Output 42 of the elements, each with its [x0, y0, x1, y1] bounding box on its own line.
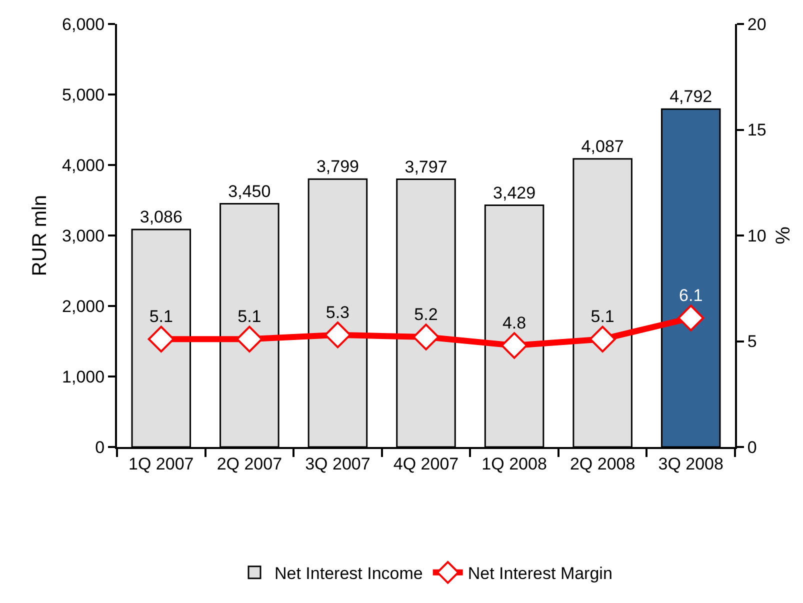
- y2-tick-label: 5: [747, 332, 757, 352]
- point: [500, 332, 528, 359]
- point: [412, 324, 440, 350]
- y-tick-label: 0: [95, 438, 105, 457]
- legend-label: Net Interest Income: [274, 564, 423, 584]
- data-label: 3,799: [316, 157, 359, 176]
- x-tick-label: 3Q 2007: [305, 454, 370, 474]
- y2-tick-label: 20: [747, 14, 766, 34]
- y-axis-title: RUR mln: [29, 194, 52, 276]
- data-label: 3,797: [404, 157, 448, 176]
- data-label: 3,086: [140, 207, 182, 226]
- x-tick-label: 1Q 2007: [128, 454, 194, 474]
- data-label: 3,429: [493, 183, 536, 202]
- data-label: 6.1: [679, 286, 703, 305]
- x-tick-label: 4Q 2007: [393, 454, 459, 474]
- y-tick-label: 6,000: [62, 14, 105, 34]
- x-tick-label: 3Q 2008: [658, 454, 724, 474]
- data-label: 3,450: [228, 182, 271, 201]
- y-tick-label: 3,000: [62, 226, 105, 246]
- y2-axis-title: %: [772, 226, 794, 244]
- data-label: 5.2: [414, 304, 438, 324]
- point: [678, 304, 704, 332]
- point: [148, 326, 174, 352]
- y2-tick-label: 10: [747, 226, 766, 246]
- y2-tick-label: 0: [747, 438, 757, 457]
- x-tick-label: 2Q 2008: [570, 454, 636, 474]
- legend-label: Net Interest Margin: [468, 564, 612, 584]
- y-tick-label: 2,000: [62, 296, 105, 316]
- data-label: 4,792: [670, 87, 712, 106]
- point: [589, 326, 616, 352]
- data-label: 5.1: [238, 307, 262, 326]
- y-tick-label: 5,000: [62, 85, 105, 104]
- data-label: 5.3: [326, 302, 350, 322]
- x-tick-label: 2Q 2007: [216, 454, 282, 474]
- y-tick-label: 1,000: [62, 367, 105, 386]
- data-label: 5.1: [590, 307, 614, 326]
- x-tick-label: 1Q 2008: [482, 454, 547, 474]
- y-tick-label: 4,000: [62, 156, 105, 175]
- data-label: 4.8: [502, 313, 526, 332]
- data-label: 5.1: [149, 307, 173, 326]
- data-label: 4,087: [581, 136, 624, 156]
- y2-tick-label: 15: [747, 120, 766, 140]
